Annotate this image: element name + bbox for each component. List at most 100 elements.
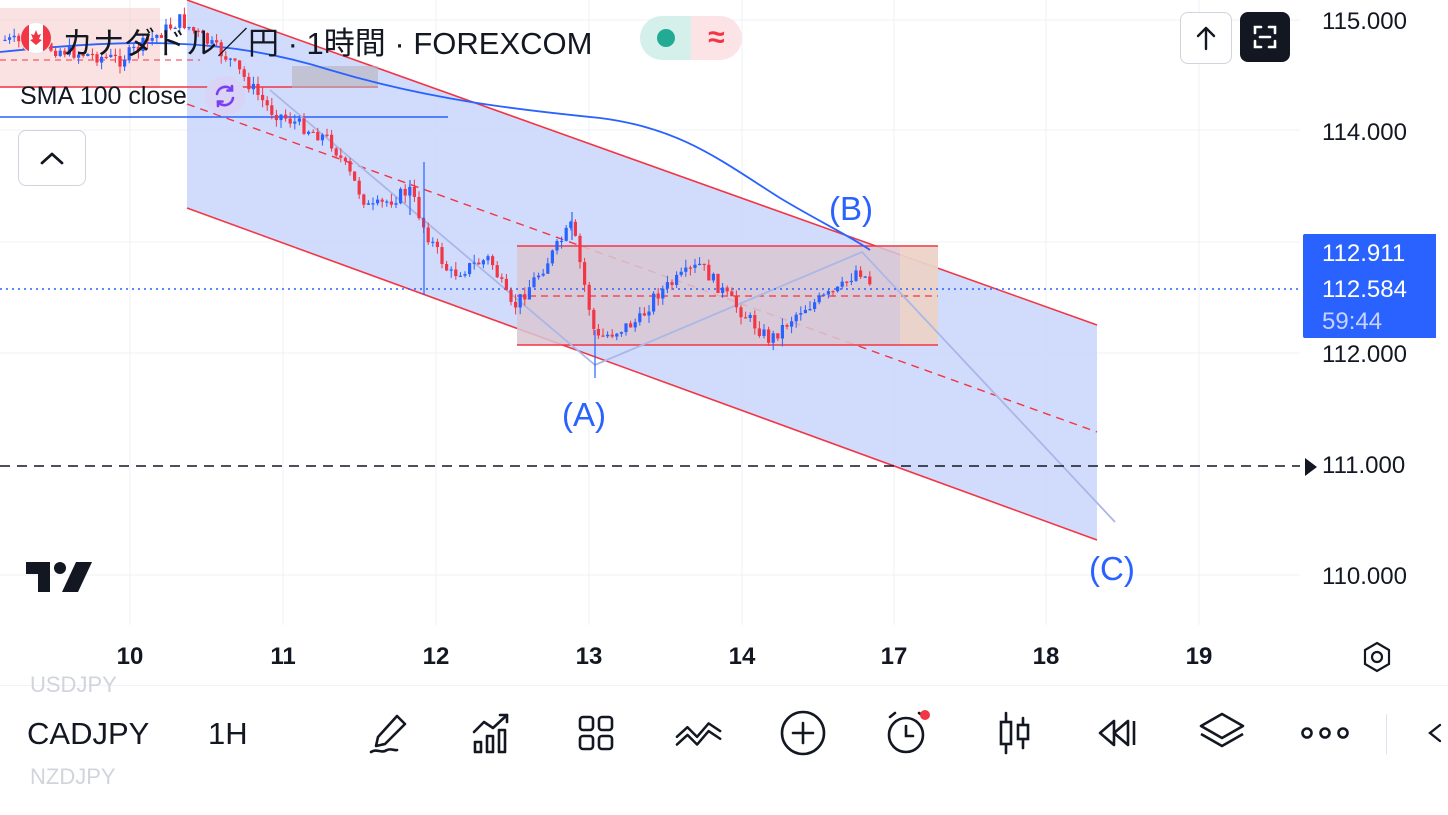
candle-body xyxy=(431,241,435,243)
candle-body xyxy=(587,284,591,310)
candle-body xyxy=(399,188,403,204)
more-icon[interactable] xyxy=(1300,708,1350,758)
candle-body xyxy=(757,328,761,336)
candle-type-icon[interactable] xyxy=(989,708,1039,758)
candle-body xyxy=(656,293,660,299)
candle-body xyxy=(509,289,513,302)
collapse-arrow-icon[interactable] xyxy=(1420,708,1448,758)
symbol-picker-prev[interactable]: USDJPY xyxy=(30,672,117,697)
interval-picker[interactable]: 1H xyxy=(208,716,248,751)
candle-body xyxy=(403,188,407,196)
candle-body xyxy=(780,325,784,339)
candle-body xyxy=(785,325,789,327)
layouts-icon[interactable] xyxy=(571,708,621,758)
candle-body xyxy=(54,50,58,56)
candle-body xyxy=(527,287,531,300)
candle-body xyxy=(109,54,113,58)
candle-body xyxy=(196,30,200,32)
share-button[interactable] xyxy=(1180,12,1232,64)
candle-body xyxy=(288,118,292,124)
candle-body xyxy=(284,114,288,119)
candle-body xyxy=(748,315,752,318)
candle-body xyxy=(389,201,393,205)
candle-body xyxy=(86,53,90,57)
candle-body xyxy=(210,40,214,44)
level-marker-icon[interactable] xyxy=(1303,456,1319,483)
candle-body xyxy=(578,235,582,263)
candle-body xyxy=(744,317,748,319)
candle-body xyxy=(385,201,389,203)
bottom-toolbar: USDJPY CADJPY NZDJPY 1H xyxy=(0,672,1448,789)
candle-body xyxy=(187,27,191,29)
candle-body xyxy=(394,203,398,205)
alert-icon[interactable] xyxy=(882,708,932,758)
candle-body xyxy=(449,269,453,271)
time-tick: 17 xyxy=(880,643,908,670)
candle-body xyxy=(113,54,117,57)
candle-body xyxy=(201,30,205,34)
candle-body xyxy=(794,314,798,322)
candle-body xyxy=(698,263,702,266)
candle-body xyxy=(155,35,159,38)
replay-icon[interactable] xyxy=(1093,708,1143,758)
symbol-flag-icon[interactable] xyxy=(20,22,52,54)
time-tick: 10 xyxy=(116,643,144,670)
chart-canvas[interactable] xyxy=(0,0,1448,685)
candle-body xyxy=(711,273,715,281)
candle-body xyxy=(808,309,812,311)
wave-label-b[interactable]: (B) xyxy=(829,190,873,227)
candle-body xyxy=(702,263,706,266)
candle-body xyxy=(638,313,642,323)
badge-current-price: 112.584 xyxy=(1322,276,1407,303)
candle-body xyxy=(238,60,242,70)
collapse-legend-button[interactable] xyxy=(18,130,86,186)
candle-body xyxy=(320,134,324,141)
wave-label-a[interactable]: (A) xyxy=(562,396,606,433)
candle-body xyxy=(619,332,623,334)
market-status-pill[interactable]: ≈ xyxy=(640,16,742,60)
candle-body xyxy=(596,328,600,336)
symbol-title[interactable]: カナダドル／円 · 1時間 · FOREXCOM xyxy=(62,26,593,61)
abc-wave-path xyxy=(269,89,1116,523)
fullscreen-button[interactable] xyxy=(1240,12,1290,62)
candle-body xyxy=(822,294,826,296)
candle-body xyxy=(12,35,16,38)
candle-body xyxy=(826,291,830,295)
candle-body xyxy=(118,56,122,67)
price-tick: 110.000 xyxy=(1322,563,1407,590)
pen-icon[interactable] xyxy=(365,708,415,758)
add-icon[interactable] xyxy=(778,708,828,758)
symbol-picker-next[interactable]: NZDJPY xyxy=(30,764,116,789)
layers-icon[interactable] xyxy=(1197,708,1247,758)
candle-body xyxy=(182,14,186,29)
candle-body xyxy=(555,241,559,251)
candle-body xyxy=(123,60,127,67)
candle-body xyxy=(523,294,527,300)
symbol-picker[interactable]: CADJPY xyxy=(27,716,150,751)
compare-icon[interactable] xyxy=(674,708,724,758)
candle-body xyxy=(716,273,720,293)
candle-body xyxy=(799,313,803,315)
wave-label-c[interactable]: (C) xyxy=(1089,550,1135,587)
candle-body xyxy=(518,294,522,308)
candle-body xyxy=(205,33,209,44)
indicators-icon[interactable] xyxy=(467,708,517,758)
candle-body xyxy=(606,334,610,337)
refresh-icon[interactable] xyxy=(204,76,245,116)
candle-body xyxy=(357,180,361,195)
candle-body xyxy=(316,131,320,141)
candle-body xyxy=(3,39,7,42)
price-badge[interactable]: 112.911 112.584 59:44 xyxy=(1303,234,1436,338)
time-tick: 13 xyxy=(575,643,603,670)
candle-body xyxy=(77,54,81,58)
candle-body xyxy=(500,277,504,279)
candle-body xyxy=(412,186,416,197)
candle-body xyxy=(146,37,150,41)
candle-body xyxy=(546,263,550,274)
sma-legend[interactable]: SMA 100 close xyxy=(0,76,290,116)
candle-body xyxy=(150,37,154,41)
tradingview-logo-icon xyxy=(26,560,92,599)
scale-settings-icon[interactable] xyxy=(1360,640,1394,679)
candle-body xyxy=(426,227,430,243)
candle-body xyxy=(803,309,807,314)
